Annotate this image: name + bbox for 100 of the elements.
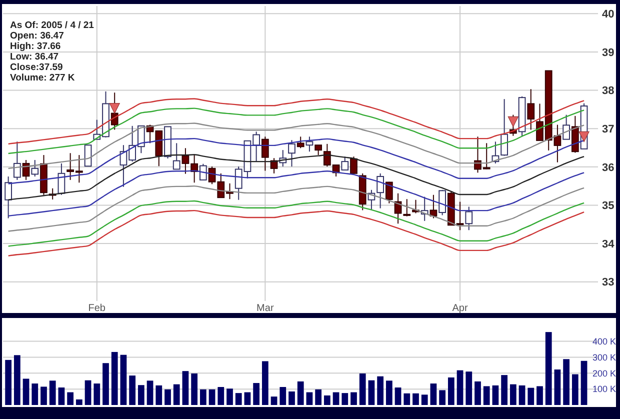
bar bbox=[359, 373, 366, 405]
bar bbox=[218, 387, 224, 405]
bar bbox=[510, 384, 516, 405]
y-tick-label: 37 bbox=[602, 123, 614, 136]
candlestick bbox=[4, 176, 12, 219]
bar bbox=[386, 380, 392, 405]
bar bbox=[67, 392, 74, 405]
candlestick bbox=[430, 194, 438, 219]
x-tick-label: Feb bbox=[88, 303, 106, 314]
line-series bbox=[8, 108, 585, 154]
bar bbox=[129, 376, 136, 405]
y-tick-label: 300 K bbox=[592, 352, 616, 362]
y-tick-label: 39 bbox=[602, 46, 614, 59]
bar bbox=[448, 377, 454, 405]
annotation: Volume: 277 K bbox=[10, 72, 75, 84]
bar bbox=[404, 393, 410, 405]
bar bbox=[182, 371, 189, 405]
candlestick bbox=[13, 141, 21, 180]
candlestick bbox=[385, 181, 393, 204]
bar bbox=[235, 393, 242, 405]
bar bbox=[394, 387, 402, 405]
candlestick bbox=[341, 156, 349, 170]
y-tick-label: 36 bbox=[602, 162, 614, 174]
candlestick bbox=[172, 142, 180, 170]
bar bbox=[528, 388, 534, 405]
bar bbox=[439, 390, 446, 405]
bar bbox=[332, 392, 340, 405]
bar bbox=[76, 399, 82, 405]
bar bbox=[563, 359, 570, 405]
x-tick-label: Apr bbox=[452, 303, 468, 314]
bar bbox=[49, 380, 56, 405]
bar bbox=[262, 361, 268, 405]
candlestick bbox=[527, 88, 535, 130]
bar bbox=[5, 360, 12, 405]
bar bbox=[572, 374, 578, 405]
bar bbox=[173, 384, 180, 405]
bar bbox=[580, 360, 588, 405]
candlestick bbox=[403, 198, 411, 217]
bar bbox=[342, 393, 348, 405]
bar bbox=[297, 381, 304, 405]
annotation: Open: 36.47 bbox=[10, 30, 64, 42]
candlestick bbox=[261, 136, 269, 172]
candlestick bbox=[500, 98, 508, 156]
bar bbox=[474, 381, 481, 405]
candlestick bbox=[31, 160, 39, 177]
y-tick-label: 35 bbox=[602, 200, 614, 212]
bar bbox=[120, 354, 127, 405]
bar bbox=[456, 370, 464, 405]
bar bbox=[377, 376, 384, 405]
annotation: Close:37.59 bbox=[10, 62, 63, 73]
candlestick bbox=[350, 156, 358, 174]
candlestick bbox=[84, 144, 92, 167]
bar bbox=[156, 385, 162, 405]
annotation: Low: 36.47 bbox=[10, 52, 59, 62]
bar bbox=[270, 396, 278, 405]
candlestick bbox=[296, 136, 304, 149]
bar bbox=[84, 380, 92, 405]
y-tick-label: 100 K bbox=[592, 384, 616, 394]
bar bbox=[466, 372, 472, 405]
bar bbox=[40, 386, 47, 405]
bar bbox=[146, 380, 154, 405]
y-tick-label: 33 bbox=[602, 276, 614, 289]
candlestick bbox=[465, 206, 473, 231]
bar bbox=[22, 378, 30, 405]
bar bbox=[306, 392, 313, 405]
point bbox=[508, 116, 518, 127]
bar bbox=[138, 385, 144, 405]
bar bbox=[412, 393, 419, 405]
bar bbox=[518, 385, 526, 405]
bar bbox=[253, 383, 260, 405]
point bbox=[578, 131, 590, 142]
bar bbox=[94, 384, 100, 405]
bar bbox=[324, 395, 330, 405]
bar bbox=[280, 387, 286, 405]
bar bbox=[208, 389, 216, 405]
y-tick-label: 40 bbox=[602, 8, 614, 21]
bar bbox=[111, 352, 118, 405]
candlestick bbox=[199, 163, 207, 180]
bar bbox=[288, 391, 295, 405]
bar bbox=[501, 375, 508, 405]
bar bbox=[32, 384, 38, 405]
bar bbox=[58, 387, 65, 405]
bar bbox=[430, 384, 437, 405]
bar bbox=[368, 380, 375, 405]
x-tick-label: Mar bbox=[256, 303, 274, 314]
bar bbox=[421, 394, 428, 405]
candlestick bbox=[438, 189, 446, 216]
point bbox=[109, 102, 120, 114]
bar bbox=[483, 386, 490, 405]
bar bbox=[200, 389, 206, 405]
bar bbox=[545, 332, 552, 405]
y-tick-label: 38 bbox=[602, 85, 614, 98]
line-series bbox=[8, 200, 585, 247]
candlestick bbox=[376, 172, 384, 209]
bar bbox=[350, 392, 357, 405]
candlestick bbox=[288, 140, 296, 168]
annotation: High: 37.66 bbox=[10, 41, 61, 52]
bar bbox=[14, 355, 20, 405]
bar bbox=[191, 373, 198, 405]
bar bbox=[536, 386, 543, 405]
